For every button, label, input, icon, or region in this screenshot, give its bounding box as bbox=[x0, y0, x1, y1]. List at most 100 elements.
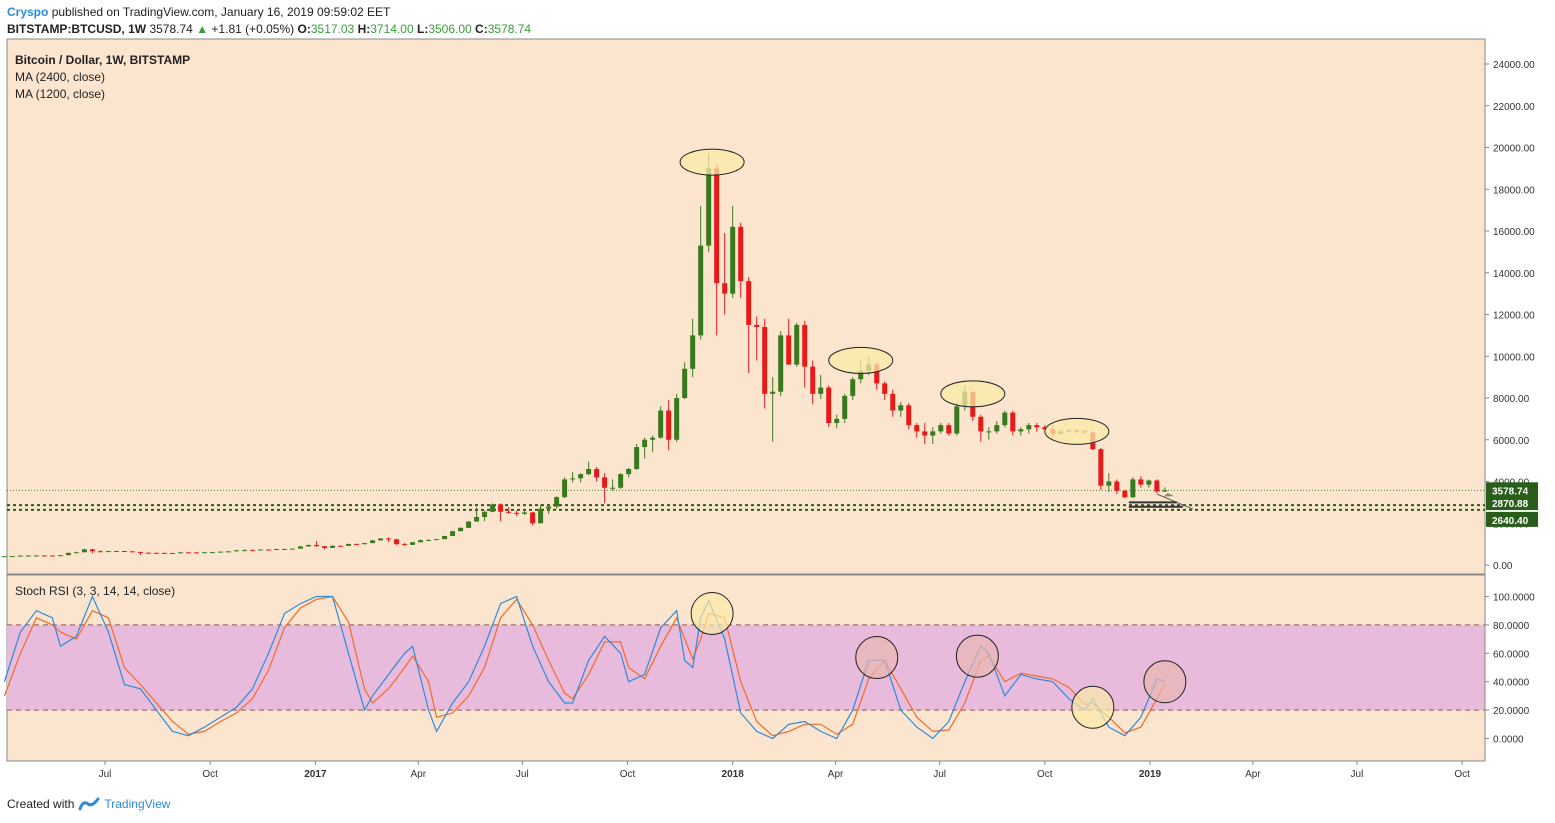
candle-up bbox=[834, 418, 840, 424]
candle-up bbox=[858, 370, 864, 380]
author-name[interactable]: Cryspo bbox=[7, 5, 49, 19]
candle-down bbox=[386, 538, 392, 540]
candle-up bbox=[642, 439, 648, 448]
high-value: 3714.00 bbox=[370, 22, 414, 36]
time-tick-label: Oct bbox=[1454, 769, 1470, 780]
candle-up bbox=[306, 544, 312, 547]
price-label-text: 2870.88 bbox=[1492, 499, 1529, 510]
candle-down bbox=[193, 552, 199, 554]
highlight-ellipse bbox=[1044, 417, 1110, 445]
candle-down bbox=[394, 539, 400, 545]
candle-up bbox=[201, 552, 207, 554]
price-tick-label: 10000.00 bbox=[1493, 352, 1535, 363]
price-label-tag bbox=[1486, 495, 1538, 511]
candle-down bbox=[826, 387, 832, 424]
time-tick-label: 2019 bbox=[1139, 769, 1162, 780]
candle-down bbox=[946, 425, 952, 434]
tradingview-logo-icon bbox=[78, 797, 100, 811]
publish-info: Cryspo published on TradingView.com, Jan… bbox=[7, 5, 390, 19]
candle-up bbox=[113, 551, 119, 553]
candle-up bbox=[418, 540, 424, 543]
price-tick-label: 20000.00 bbox=[1493, 144, 1535, 155]
candle-up bbox=[522, 512, 528, 514]
candle-up bbox=[898, 405, 904, 411]
time-tick-label: Jul bbox=[516, 769, 529, 780]
candle-up bbox=[33, 555, 39, 557]
candle-down bbox=[882, 383, 888, 394]
candle-up bbox=[570, 478, 576, 480]
candle-up bbox=[626, 468, 632, 475]
candle-up bbox=[458, 527, 464, 532]
candle-up bbox=[273, 549, 279, 551]
candle-up bbox=[225, 551, 231, 553]
time-tick-label: Oct bbox=[620, 769, 636, 780]
candle-down bbox=[97, 551, 103, 553]
candle-down bbox=[594, 468, 600, 478]
candle-up bbox=[370, 540, 376, 544]
highlight-circle bbox=[1071, 685, 1115, 729]
stoch-tick-label: 0.0000 bbox=[1493, 735, 1524, 746]
candle-up bbox=[730, 226, 736, 294]
price-pane-bg bbox=[6, 38, 1486, 575]
candle-up bbox=[9, 556, 15, 558]
candle-up bbox=[241, 550, 247, 552]
candle-up bbox=[658, 410, 664, 438]
candle-down bbox=[714, 168, 720, 284]
candle-up bbox=[105, 551, 111, 553]
candle-up bbox=[217, 551, 223, 553]
price-label-tag bbox=[1486, 511, 1538, 527]
tradingview-brand[interactable]: TradingView bbox=[104, 797, 171, 811]
candle-up bbox=[290, 548, 296, 550]
candle-up bbox=[25, 555, 31, 557]
time-tick-label: Jul bbox=[1351, 769, 1364, 780]
candle-down bbox=[185, 552, 191, 554]
footer: Created with TradingView bbox=[7, 797, 170, 811]
candle-down bbox=[41, 555, 47, 557]
candle-down bbox=[738, 226, 744, 282]
stoch-band bbox=[7, 624, 1485, 711]
last-price: 3578.74 bbox=[149, 22, 193, 36]
price-label-tag bbox=[1486, 482, 1538, 498]
price-label-text: 2640.40 bbox=[1492, 516, 1529, 527]
candle-up bbox=[1026, 425, 1032, 430]
time-tick-label: 2017 bbox=[304, 769, 327, 780]
candle-up bbox=[1002, 412, 1008, 426]
candle-up bbox=[994, 425, 1000, 432]
open-value: 3517.03 bbox=[310, 22, 355, 36]
candle-down bbox=[1098, 449, 1104, 486]
stoch-rsi-label: Stoch RSI (3, 3, 14, 14, close) bbox=[15, 584, 175, 598]
candle-up bbox=[546, 506, 552, 509]
candle-up bbox=[650, 437, 656, 440]
candle-up bbox=[706, 168, 712, 246]
candle-down bbox=[153, 552, 159, 554]
symbol-label: BITSTAMP:BTCUSD, 1W bbox=[7, 22, 147, 36]
candle-down bbox=[169, 552, 175, 554]
candle-down bbox=[914, 425, 920, 432]
time-tick-label: Jul bbox=[99, 769, 112, 780]
stoch-tick-label: 80.0000 bbox=[1493, 621, 1530, 632]
change-value: +1.81 (+0.05%) bbox=[211, 22, 295, 36]
candle-up bbox=[634, 447, 640, 469]
highlight-ellipse bbox=[679, 148, 745, 176]
candle-up bbox=[482, 511, 488, 517]
price-tick-label: 14000.00 bbox=[1493, 269, 1535, 280]
candle-down bbox=[249, 550, 255, 552]
candle-up bbox=[81, 549, 87, 553]
candle-up bbox=[298, 546, 304, 549]
price-tick-label: 18000.00 bbox=[1493, 185, 1535, 196]
candle-down bbox=[810, 366, 816, 394]
candle-up bbox=[586, 468, 592, 475]
candle-down bbox=[322, 546, 328, 548]
candle-up bbox=[986, 431, 992, 433]
candle-down bbox=[1042, 427, 1048, 430]
candle-up bbox=[1162, 490, 1168, 492]
candle-down bbox=[1122, 490, 1128, 498]
candle-up bbox=[954, 406, 960, 434]
candle-up bbox=[282, 548, 288, 550]
candle-up bbox=[938, 425, 944, 432]
candle-up bbox=[450, 531, 456, 536]
candle-down bbox=[530, 512, 536, 524]
candle-down bbox=[890, 393, 896, 411]
close-label: C: bbox=[475, 22, 488, 36]
